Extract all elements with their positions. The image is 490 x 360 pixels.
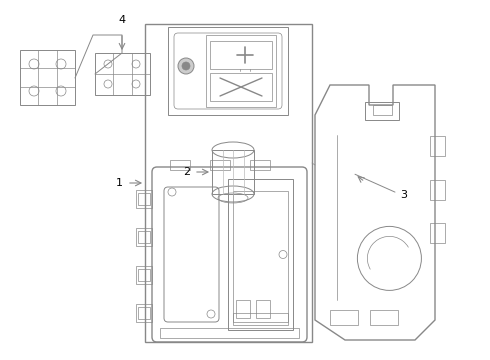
Bar: [250, 160, 270, 170]
Bar: [170, 160, 190, 170]
Bar: [138, 231, 150, 243]
Bar: [136, 304, 152, 322]
Bar: [210, 41, 272, 69]
Bar: [228, 179, 293, 330]
Bar: [136, 190, 152, 208]
Bar: [370, 310, 398, 325]
Bar: [145, 24, 312, 342]
Bar: [372, 105, 392, 115]
Bar: [136, 228, 152, 246]
Text: 4: 4: [119, 15, 125, 25]
Text: 2: 2: [183, 167, 190, 177]
Bar: [138, 269, 150, 281]
Bar: [206, 35, 276, 107]
Bar: [430, 223, 445, 243]
Bar: [160, 328, 299, 338]
Bar: [212, 150, 254, 194]
Bar: [430, 136, 445, 156]
Bar: [210, 160, 230, 170]
Bar: [136, 266, 152, 284]
Bar: [233, 313, 288, 325]
Bar: [138, 307, 150, 319]
Bar: [95, 53, 150, 95]
Bar: [256, 300, 270, 318]
Circle shape: [178, 58, 194, 74]
Bar: [168, 27, 288, 115]
Bar: [138, 193, 150, 205]
Bar: [210, 73, 272, 101]
Bar: [430, 180, 445, 200]
Bar: [233, 191, 288, 322]
Bar: [366, 102, 399, 120]
Bar: [236, 300, 250, 318]
Text: 3: 3: [400, 190, 407, 200]
Bar: [20, 50, 75, 105]
Circle shape: [182, 62, 190, 70]
Bar: [330, 310, 358, 325]
Text: 1: 1: [116, 178, 123, 188]
